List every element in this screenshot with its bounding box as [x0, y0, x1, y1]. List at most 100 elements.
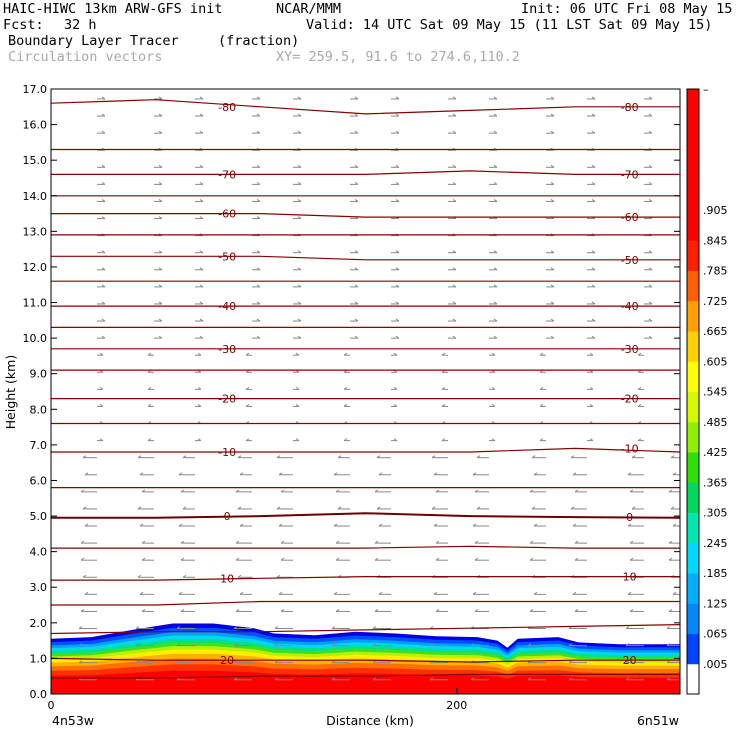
wind-vector-head [372, 660, 377, 664]
wind-vector-head [158, 181, 163, 185]
valid-time: Valid: 14 UTC Sat 09 May 15 (11 LST Sat … [306, 17, 713, 33]
wind-vector-head [374, 540, 379, 544]
wind-vector-head [276, 574, 281, 578]
wind-vector-head [158, 335, 163, 339]
wind-vector-head [372, 626, 377, 629]
contour-line [51, 447, 680, 453]
fcst-label: Fcst: [3, 17, 44, 33]
wind-vector-head [84, 591, 89, 595]
colorbar-tick-label: .785 [703, 265, 728, 278]
wind-vector-head [80, 557, 85, 561]
wind-vector-head [343, 386, 348, 390]
wind-vector-head [158, 199, 163, 202]
wind-vector-head [493, 318, 498, 322]
wind-vector-head [199, 284, 204, 288]
x-tick-label: 0 [48, 699, 55, 712]
colorbar-tick-label: .305 [703, 507, 728, 520]
wind-vector-head [666, 660, 671, 664]
colorbar-segment [687, 361, 699, 392]
x-axis-label: Distance (km) [326, 713, 414, 728]
colorbar-tick-label: .065 [703, 628, 728, 641]
wind-vector-head [278, 472, 283, 476]
wind-vector-head [629, 609, 634, 612]
colorbar-tick-label: .245 [703, 537, 728, 550]
colorbar-segment [687, 300, 699, 332]
wind-vector-head [101, 164, 106, 168]
contour-label: -70 [621, 168, 639, 181]
wind-vector-head [376, 506, 381, 510]
wind-vector-head [627, 523, 632, 527]
wind-vector-head [141, 489, 146, 493]
colorbar-tick-label: .125 [703, 597, 728, 610]
wind-vector-head [256, 250, 261, 254]
y-tick-label: 15.0 [23, 154, 48, 167]
wind-vector-head [197, 352, 202, 356]
wind-vector-head [452, 113, 457, 117]
wind-vector-head [372, 677, 377, 681]
contour-label: -40 [621, 300, 639, 313]
wind-vector-head [80, 609, 85, 612]
wind-vector-head [441, 404, 446, 407]
wind-vector-head [648, 199, 653, 202]
contour-label: -80 [218, 101, 236, 114]
wind-vector-head [591, 301, 596, 305]
wind-vector-head [80, 540, 85, 544]
wind-vector-head [256, 181, 261, 185]
wind-vector-head [354, 250, 359, 254]
wind-vector-head [239, 523, 244, 527]
contour-label: -40 [218, 300, 236, 313]
wind-vector-head [491, 438, 496, 442]
wind-vector-head [672, 472, 677, 476]
wind-vector-head [78, 626, 83, 629]
wind-vector-head [158, 301, 163, 305]
wind-vector-head [625, 660, 630, 664]
wind-vector-head [429, 677, 434, 681]
wind-vector-head [276, 455, 281, 459]
wind-vector-head [141, 609, 146, 612]
wind-vector-head [395, 284, 400, 288]
wind-vector-head [493, 181, 498, 185]
wind-vector-head [147, 438, 152, 442]
colorbar-segment [687, 512, 699, 544]
y-tick-label: 13.0 [23, 225, 48, 238]
wind-vector-head [395, 318, 400, 322]
wind-vector-head [335, 540, 340, 544]
wind-vector-head [574, 489, 579, 493]
wind-vector-head [99, 352, 104, 356]
wind-vector-head [668, 609, 673, 612]
wind-vector-head [452, 250, 457, 254]
model-title: HAIC-HIWC 13km ARW-GFS init [3, 1, 223, 17]
wind-vector-head [82, 574, 87, 578]
wind-vector-head [99, 438, 104, 442]
wind-vector-head [295, 386, 300, 390]
colorbar-segment [687, 421, 699, 453]
wind-vector-head [101, 335, 106, 339]
wind-vector-head [158, 164, 163, 168]
wind-vector-head [280, 540, 285, 544]
wind-vector-head [637, 352, 642, 356]
wind-vector-head [493, 130, 498, 134]
colorbar-segment [687, 633, 699, 665]
wind-vector-head [572, 472, 577, 476]
vectors-label: Circulation vectors [8, 49, 163, 65]
colorbar-segment [687, 391, 699, 423]
wind-vector-head [199, 216, 204, 219]
wind-vector-head [82, 506, 87, 510]
wind-vector-head [670, 506, 675, 510]
wind-vector-head [237, 455, 242, 459]
wind-vector-head [378, 591, 383, 595]
wind-vector-head [470, 677, 475, 681]
wind-vector-head [135, 643, 140, 647]
wind-vector-head [137, 506, 142, 510]
wind-vector-head [176, 660, 181, 664]
wind-vector-head [199, 301, 204, 305]
wind-vector-head [591, 267, 596, 271]
wind-vector-head [233, 626, 238, 629]
wind-vector-head [333, 472, 338, 476]
wind-vector-head [297, 113, 302, 117]
colorbar-tick-label: .605 [703, 355, 728, 368]
wind-vector-head [533, 591, 538, 595]
wind-vector-head [393, 352, 398, 356]
wind-vector-head [529, 557, 534, 561]
colorbar-tick-label: .665 [703, 325, 728, 338]
